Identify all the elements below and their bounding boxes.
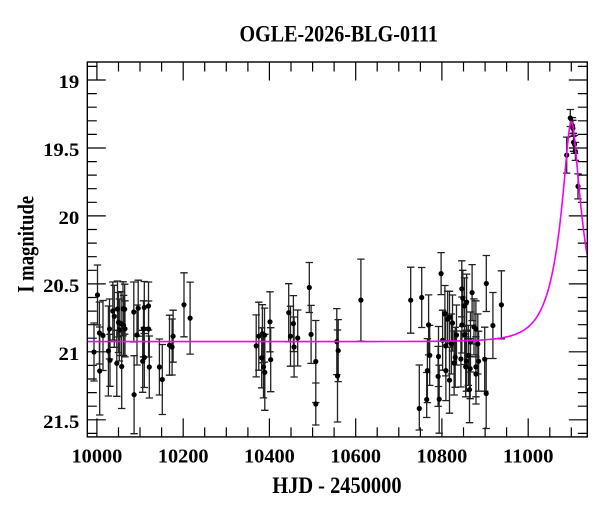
- svg-text:19.5: 19.5: [43, 140, 79, 161]
- svg-text:10600: 10600: [330, 446, 381, 468]
- svg-text:20: 20: [59, 208, 80, 229]
- svg-text:10400: 10400: [244, 446, 295, 468]
- svg-text:10800: 10800: [417, 446, 468, 468]
- svg-text:21: 21: [59, 344, 80, 365]
- svg-text:11000: 11000: [503, 446, 554, 468]
- svg-text:21.5: 21.5: [43, 412, 79, 433]
- svg-text:HJD - 2450000: HJD - 2450000: [272, 473, 401, 498]
- svg-text:OGLE-2026-BLG-0111: OGLE-2026-BLG-0111: [240, 22, 438, 47]
- svg-text:I magnitude: I magnitude: [13, 196, 38, 293]
- svg-text:19: 19: [59, 72, 80, 93]
- svg-text:20.5: 20.5: [43, 276, 79, 297]
- svg-text:10000: 10000: [72, 446, 123, 468]
- svg-text:10200: 10200: [158, 446, 209, 468]
